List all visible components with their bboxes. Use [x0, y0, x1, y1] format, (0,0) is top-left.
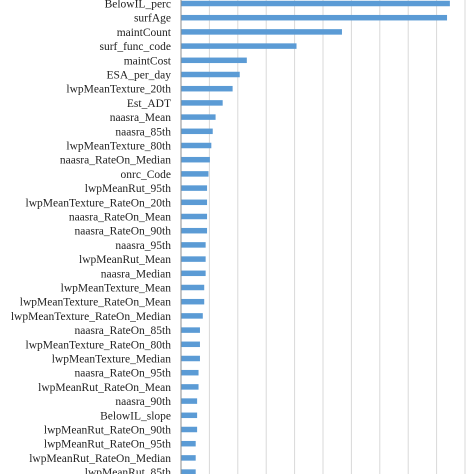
category-label: surf_func_code — [99, 41, 171, 53]
category-label: naasra_RateOn_Median — [60, 155, 171, 167]
bar — [181, 0, 450, 7]
bar — [181, 384, 199, 390]
bars — [181, 0, 450, 474]
bar — [181, 227, 208, 234]
bar — [181, 128, 213, 135]
category-label: lwpMeanTexture_20th — [66, 84, 171, 96]
bar — [181, 270, 206, 277]
category-label: naasra_85th — [115, 126, 171, 138]
category-label: Est_ADT — [127, 98, 171, 110]
category-label: BelowIL_slope — [100, 410, 171, 422]
category-label: maintCount — [117, 27, 172, 39]
category-label: naasra_RateOn_Mean — [69, 212, 171, 224]
bar — [181, 85, 233, 92]
bar — [181, 43, 297, 49]
category-label: BelowIL_perc — [105, 0, 171, 11]
category-label: naasra_RateOn_85th — [75, 325, 172, 337]
category-label: lwpMeanTexture_Median — [52, 354, 172, 366]
bar — [181, 57, 247, 64]
bar — [181, 199, 208, 206]
bar — [181, 14, 448, 21]
category-label: lwpMeanTexture_RateOn_Mean — [20, 297, 171, 309]
category-label: naasra_95th — [115, 240, 171, 252]
bar — [181, 341, 200, 348]
category-label: maintCost — [124, 55, 172, 67]
category-label: lwpMeanTexture_RateOn_Median — [11, 311, 171, 323]
category-label: lwpMeanRut_95th — [85, 183, 171, 195]
bar — [181, 469, 196, 474]
category-label: naasra_RateOn_95th — [75, 368, 172, 380]
bar — [181, 242, 206, 248]
bar — [181, 185, 208, 191]
category-label: lwpMeanRut_RateOn_Mean — [38, 382, 171, 394]
bar — [181, 256, 206, 262]
bar — [181, 369, 199, 376]
bar — [181, 284, 205, 291]
bar — [181, 213, 208, 220]
category-label: lwpMeanTexture_RateOn_20th — [26, 197, 172, 209]
bar — [181, 455, 196, 461]
category-label: lwpMeanRut_RateOn_95th — [44, 439, 171, 451]
bar — [181, 100, 223, 106]
gridlines — [208, 0, 466, 474]
bar — [181, 156, 210, 163]
category-label: naasra_90th — [115, 396, 171, 408]
category-label: lwpMeanTexture_Mean — [61, 283, 172, 295]
category-label: lwpMeanTexture_RateOn_80th — [26, 339, 172, 351]
category-label: naasra_RateOn_90th — [75, 226, 172, 238]
bar — [181, 313, 203, 319]
category-label: lwpMeanRut_Mean — [79, 254, 171, 266]
bar — [181, 29, 342, 35]
bar — [181, 440, 196, 447]
category-label: onrc_Code — [121, 169, 171, 181]
category-label: naasra_Mean — [110, 112, 172, 124]
category-label: ESA_per_day — [106, 70, 171, 82]
bar — [181, 327, 200, 333]
category-labels: BelowIL_perc surfAge maintCount surf_func_c… — [11, 0, 172, 474]
bar — [181, 426, 198, 433]
category-label: lwpMeanRut_RateOn_90th — [44, 425, 171, 437]
category-label: lwpMeanTexture_80th — [66, 141, 171, 153]
category-label: naasra_Median — [101, 268, 171, 280]
bar — [181, 71, 240, 78]
bar — [181, 114, 216, 120]
bar — [181, 355, 200, 362]
bar — [181, 412, 198, 419]
bar — [181, 398, 198, 404]
bar — [181, 298, 205, 305]
bar — [181, 171, 209, 177]
category-label: lwpMeanRut_RateOn_Median — [29, 453, 171, 465]
category-label: surfAge — [134, 13, 171, 25]
category-label: lwpMeanRut_85th — [85, 467, 171, 474]
bar — [181, 142, 212, 149]
